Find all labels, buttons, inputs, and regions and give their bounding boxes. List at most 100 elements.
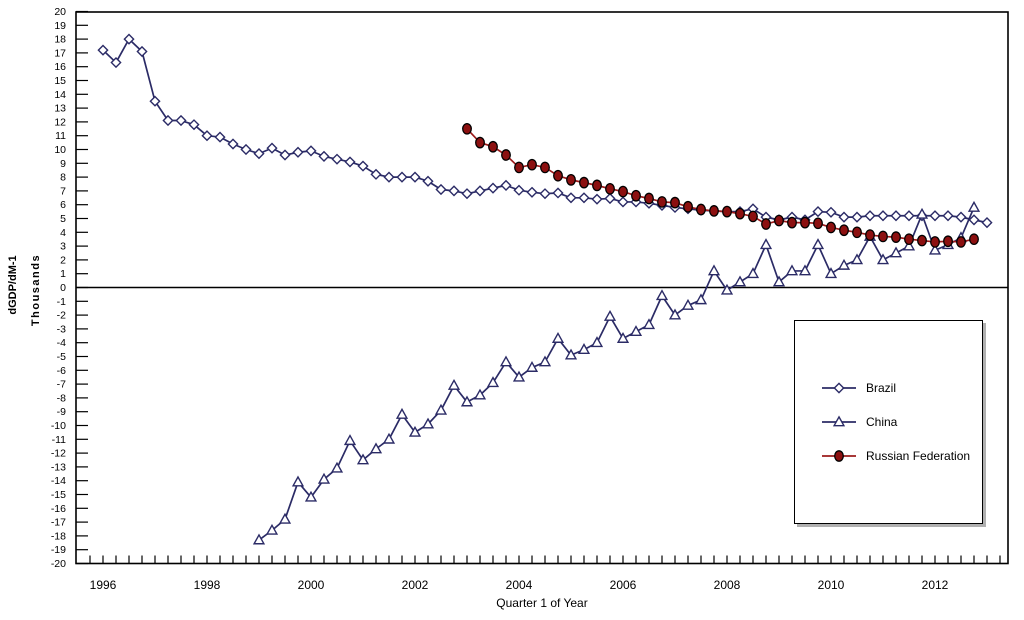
- diamond-marker: [500, 179, 512, 191]
- circle-marker: [761, 218, 771, 230]
- triangle-marker: [434, 403, 448, 415]
- series-china: [252, 200, 981, 545]
- russia-circle-marker-icon: [822, 450, 856, 462]
- circle-marker: [579, 176, 589, 189]
- circle-marker: [618, 185, 628, 198]
- triangle-marker: [668, 308, 682, 320]
- series-china-markers: [252, 200, 981, 545]
- diamond-marker: [201, 130, 213, 142]
- y-tick-label: 1: [60, 268, 66, 280]
- triangle-marker: [811, 238, 825, 250]
- diamond-marker: [474, 185, 486, 197]
- triangle-marker: [473, 388, 487, 400]
- y-tick-label: 7: [60, 185, 66, 197]
- triangle-marker: [408, 425, 422, 437]
- diamond-marker: [149, 95, 161, 107]
- x-tick-label: 2008: [714, 578, 741, 592]
- diamond-marker: [929, 210, 941, 222]
- y-tick-label: 17: [54, 47, 66, 59]
- y-tick-label: 10: [54, 144, 66, 156]
- y-tick-label: -11: [52, 434, 67, 446]
- series-russian-federation-markers: [462, 122, 979, 248]
- diamond-marker: [833, 382, 845, 394]
- x-tick-label: 2004: [506, 578, 533, 592]
- circle-marker: [943, 235, 953, 248]
- y-axis: -20-19-18-17-16-15-14-13-12-11-10-9-8-7-…: [51, 6, 88, 570]
- diamond-marker: [539, 188, 551, 200]
- y-tick-label: 12: [54, 116, 66, 128]
- circle-marker: [605, 182, 615, 195]
- y-tick-label: 15: [54, 75, 66, 87]
- triangle-marker: [538, 355, 552, 367]
- triangle-marker: [798, 264, 812, 276]
- diamond-marker: [617, 196, 629, 208]
- y-tick-label: 19: [54, 20, 66, 32]
- y-axis-title: dGDP/dM-1: [7, 255, 19, 315]
- triangle-marker: [304, 490, 318, 502]
- circle-marker: [722, 205, 732, 218]
- circle-marker: [826, 221, 836, 234]
- y-tick-label: 9: [60, 158, 66, 170]
- triangle-marker: [460, 395, 474, 407]
- y-tick-label: -1: [57, 296, 66, 308]
- y-tick-label: -19: [51, 544, 66, 556]
- triangle-marker: [850, 253, 864, 265]
- triangle-marker: [369, 442, 383, 454]
- triangle-marker: [707, 264, 721, 276]
- y-tick-label: 0: [60, 282, 66, 294]
- circle-marker: [839, 224, 849, 237]
- triangle-marker: [876, 253, 890, 265]
- circle-marker: [488, 140, 498, 153]
- diamond-marker: [305, 145, 317, 157]
- triangle-marker: [525, 361, 539, 372]
- circle-marker: [540, 161, 550, 174]
- x-tick-label: 2006: [610, 578, 637, 592]
- triangle-marker: [915, 207, 929, 219]
- triangle-marker: [512, 370, 526, 382]
- circle-marker: [527, 158, 537, 171]
- triangle-marker: [694, 293, 708, 305]
- triangle-marker: [447, 378, 461, 390]
- triangle-marker: [629, 325, 643, 337]
- triangle-marker: [564, 348, 578, 360]
- circle-marker: [748, 210, 758, 223]
- circle-marker: [891, 231, 901, 243]
- circle-marker: [631, 189, 641, 202]
- diamond-marker: [942, 210, 954, 222]
- triangle-marker: [590, 336, 604, 348]
- circle-marker: [813, 217, 823, 230]
- diamond-marker: [526, 186, 538, 198]
- triangle-marker: [343, 434, 357, 446]
- diamond-marker: [266, 142, 278, 154]
- y-tick-label: 13: [54, 103, 66, 115]
- triangle-marker: [603, 309, 617, 321]
- diamond-marker: [903, 210, 915, 222]
- y-tick-label: 4: [60, 227, 66, 239]
- legend-item-china: China: [821, 415, 982, 429]
- triangle-marker: [967, 200, 981, 212]
- circle-marker: [956, 236, 966, 248]
- triangle-marker: [577, 343, 591, 354]
- triangle-marker: [824, 267, 838, 279]
- y-tick-label: -6: [57, 365, 66, 377]
- diamond-marker: [591, 193, 603, 205]
- diamond-marker: [422, 175, 434, 187]
- triangle-marker: [317, 472, 331, 484]
- diamond-marker: [864, 210, 876, 222]
- diamond-marker: [318, 150, 330, 162]
- x-tick-label: 2010: [818, 578, 845, 592]
- diamond-marker: [253, 148, 265, 160]
- triangle-marker: [720, 283, 734, 295]
- diamond-marker: [838, 211, 850, 223]
- diamond-marker: [955, 211, 967, 223]
- circle-marker: [553, 169, 563, 182]
- legend-label-russian-federation: Russian Federation: [866, 449, 971, 463]
- series-brazil-markers: [97, 33, 993, 229]
- diamond-marker: [604, 192, 616, 205]
- circle-marker: [834, 450, 844, 462]
- triangle-marker: [655, 289, 669, 301]
- series-russian-federation-line: [466, 128, 975, 243]
- y-tick-label: -14: [51, 475, 66, 487]
- diamond-marker: [344, 156, 356, 168]
- y-tick-label: 16: [54, 61, 66, 73]
